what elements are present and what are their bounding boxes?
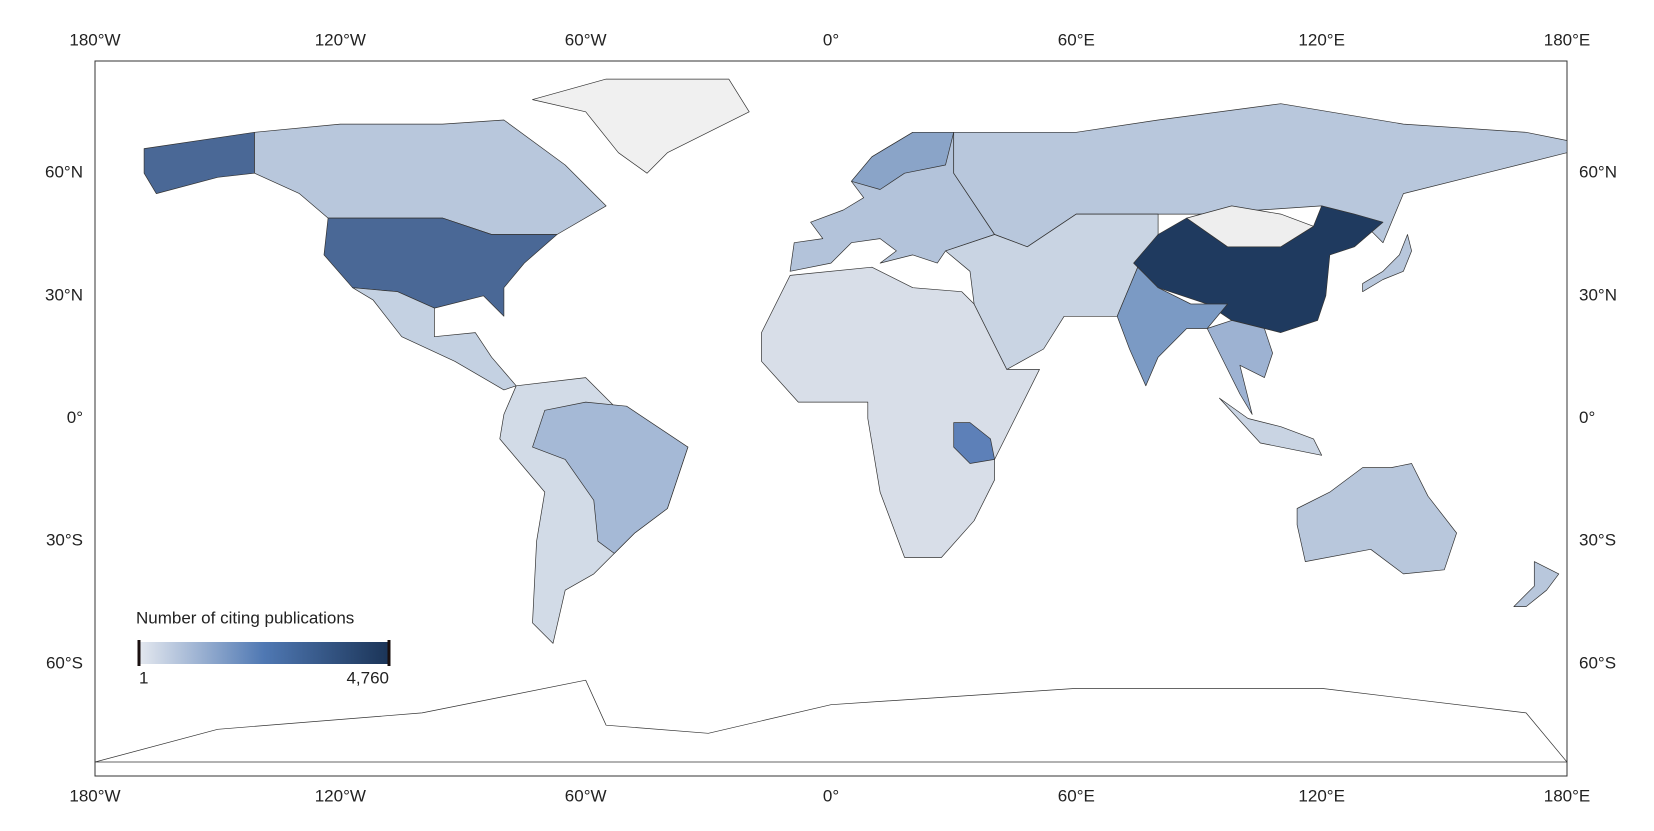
lat-label-left: 60°S: [46, 653, 83, 672]
japan: [1362, 234, 1412, 293]
legend-label: 4,760: [346, 668, 389, 687]
scandinavia: [851, 131, 955, 190]
lon-label-bottom: 120°W: [315, 786, 366, 805]
land: [95, 78, 1567, 763]
lat-label-right: 0°: [1579, 408, 1595, 427]
lat-label-left: 0°: [67, 408, 83, 427]
mongolia: [1186, 205, 1314, 248]
axes: 180°W 180°W 120°W 120°W 60°W 60°W 0° 0° 60°E 60°E…: [45, 30, 1617, 805]
lon-label-top: 120°E: [1298, 30, 1345, 49]
lon-label-top: 60°E: [1058, 30, 1095, 49]
lat-label-left: 30°S: [46, 531, 83, 550]
legend-label: 1: [139, 668, 148, 687]
lat-label-right: 60°S: [1579, 653, 1616, 672]
greenland: [532, 78, 750, 174]
central-america: [352, 287, 517, 391]
lon-label-top: 0°: [823, 30, 839, 49]
lon-label-bottom: 0°: [823, 786, 839, 805]
lon-label-top: 180°E: [1544, 30, 1591, 49]
lat-label-left: 60°N: [45, 163, 83, 182]
lon-label-bottom: 60°W: [565, 786, 607, 805]
lat-label-right: 60°N: [1579, 163, 1617, 182]
legend-color-bar: [139, 642, 389, 664]
lat-label-right: 30°N: [1579, 285, 1617, 304]
new-zealand: [1513, 561, 1560, 607]
lon-label-top: 180°W: [69, 30, 120, 49]
lon-label-top: 60°W: [565, 30, 607, 49]
lon-label-top: 120°W: [315, 30, 366, 49]
lon-label-bottom: 180°E: [1544, 786, 1591, 805]
africa: [761, 266, 1040, 558]
indonesia: [1219, 397, 1323, 456]
tanzania: [953, 422, 995, 464]
antarctica: [95, 679, 1567, 763]
lat-label-right: 30°S: [1579, 531, 1616, 550]
legend: Number of citing publications 1 4,760: [136, 608, 391, 687]
legend-title: Number of citing publications: [136, 608, 354, 627]
lat-label-left: 30°N: [45, 285, 83, 304]
lon-label-bottom: 60°E: [1058, 786, 1095, 805]
lon-label-bottom: 120°E: [1298, 786, 1345, 805]
brazil: [532, 401, 689, 554]
southeast-asia: [1206, 320, 1273, 415]
lon-label-bottom: 180°W: [69, 786, 120, 805]
australia: [1296, 463, 1457, 575]
